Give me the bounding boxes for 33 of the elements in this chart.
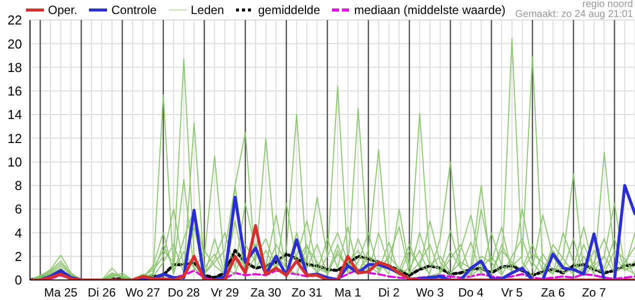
- legend-label: Oper.: [48, 3, 78, 17]
- x-tick-label: Vr 29: [210, 286, 240, 300]
- y-tick-label: 12: [8, 130, 22, 146]
- x-tick-label: Ma 1: [334, 286, 362, 300]
- x-tick-label: Zo 7: [582, 286, 606, 300]
- text: Gemaakt: zo 24 aug 21:01: [515, 9, 633, 20]
- legend-label: Controle: [111, 3, 157, 17]
- x-tick-label: Vr 5: [501, 286, 524, 300]
- text: regio noord: [581, 0, 633, 10]
- x-tick-label: Di 26: [88, 286, 116, 300]
- y-tick-label: 18: [8, 60, 22, 75]
- x-tick-label: Do 4: [458, 286, 484, 300]
- y-tick-label: 16: [8, 84, 22, 99]
- x-tick-label: Do 28: [168, 286, 200, 300]
- x-tick-label: Wo 3: [416, 286, 444, 300]
- y-tick-label: 14: [8, 107, 22, 122]
- y-tick-label: 6: [14, 202, 22, 217]
- y-tick-label: 2: [14, 248, 22, 264]
- y-tick-label: 0: [14, 272, 22, 288]
- x-tick-label: Zo 31: [292, 286, 323, 300]
- x-tick-label: Za 30: [250, 286, 282, 300]
- x-tick-label: Wo 27: [126, 286, 160, 300]
- y-tick-label: 10: [8, 154, 22, 170]
- legend-label: Leden: [190, 3, 224, 17]
- y-tick-label: 20: [8, 36, 22, 52]
- y-tick-label: 8: [14, 178, 22, 194]
- legend-label: gemiddelde: [258, 3, 320, 17]
- x-tick-label: Di 2: [378, 286, 400, 300]
- x-tick-label: Za 6: [540, 286, 566, 300]
- y-tick-label: 22: [8, 12, 22, 28]
- y-tick-label: 4: [14, 225, 22, 240]
- legend-label: mediaan (middelste waarde): [354, 3, 506, 17]
- x-tick-label: Ma 25: [44, 286, 78, 300]
